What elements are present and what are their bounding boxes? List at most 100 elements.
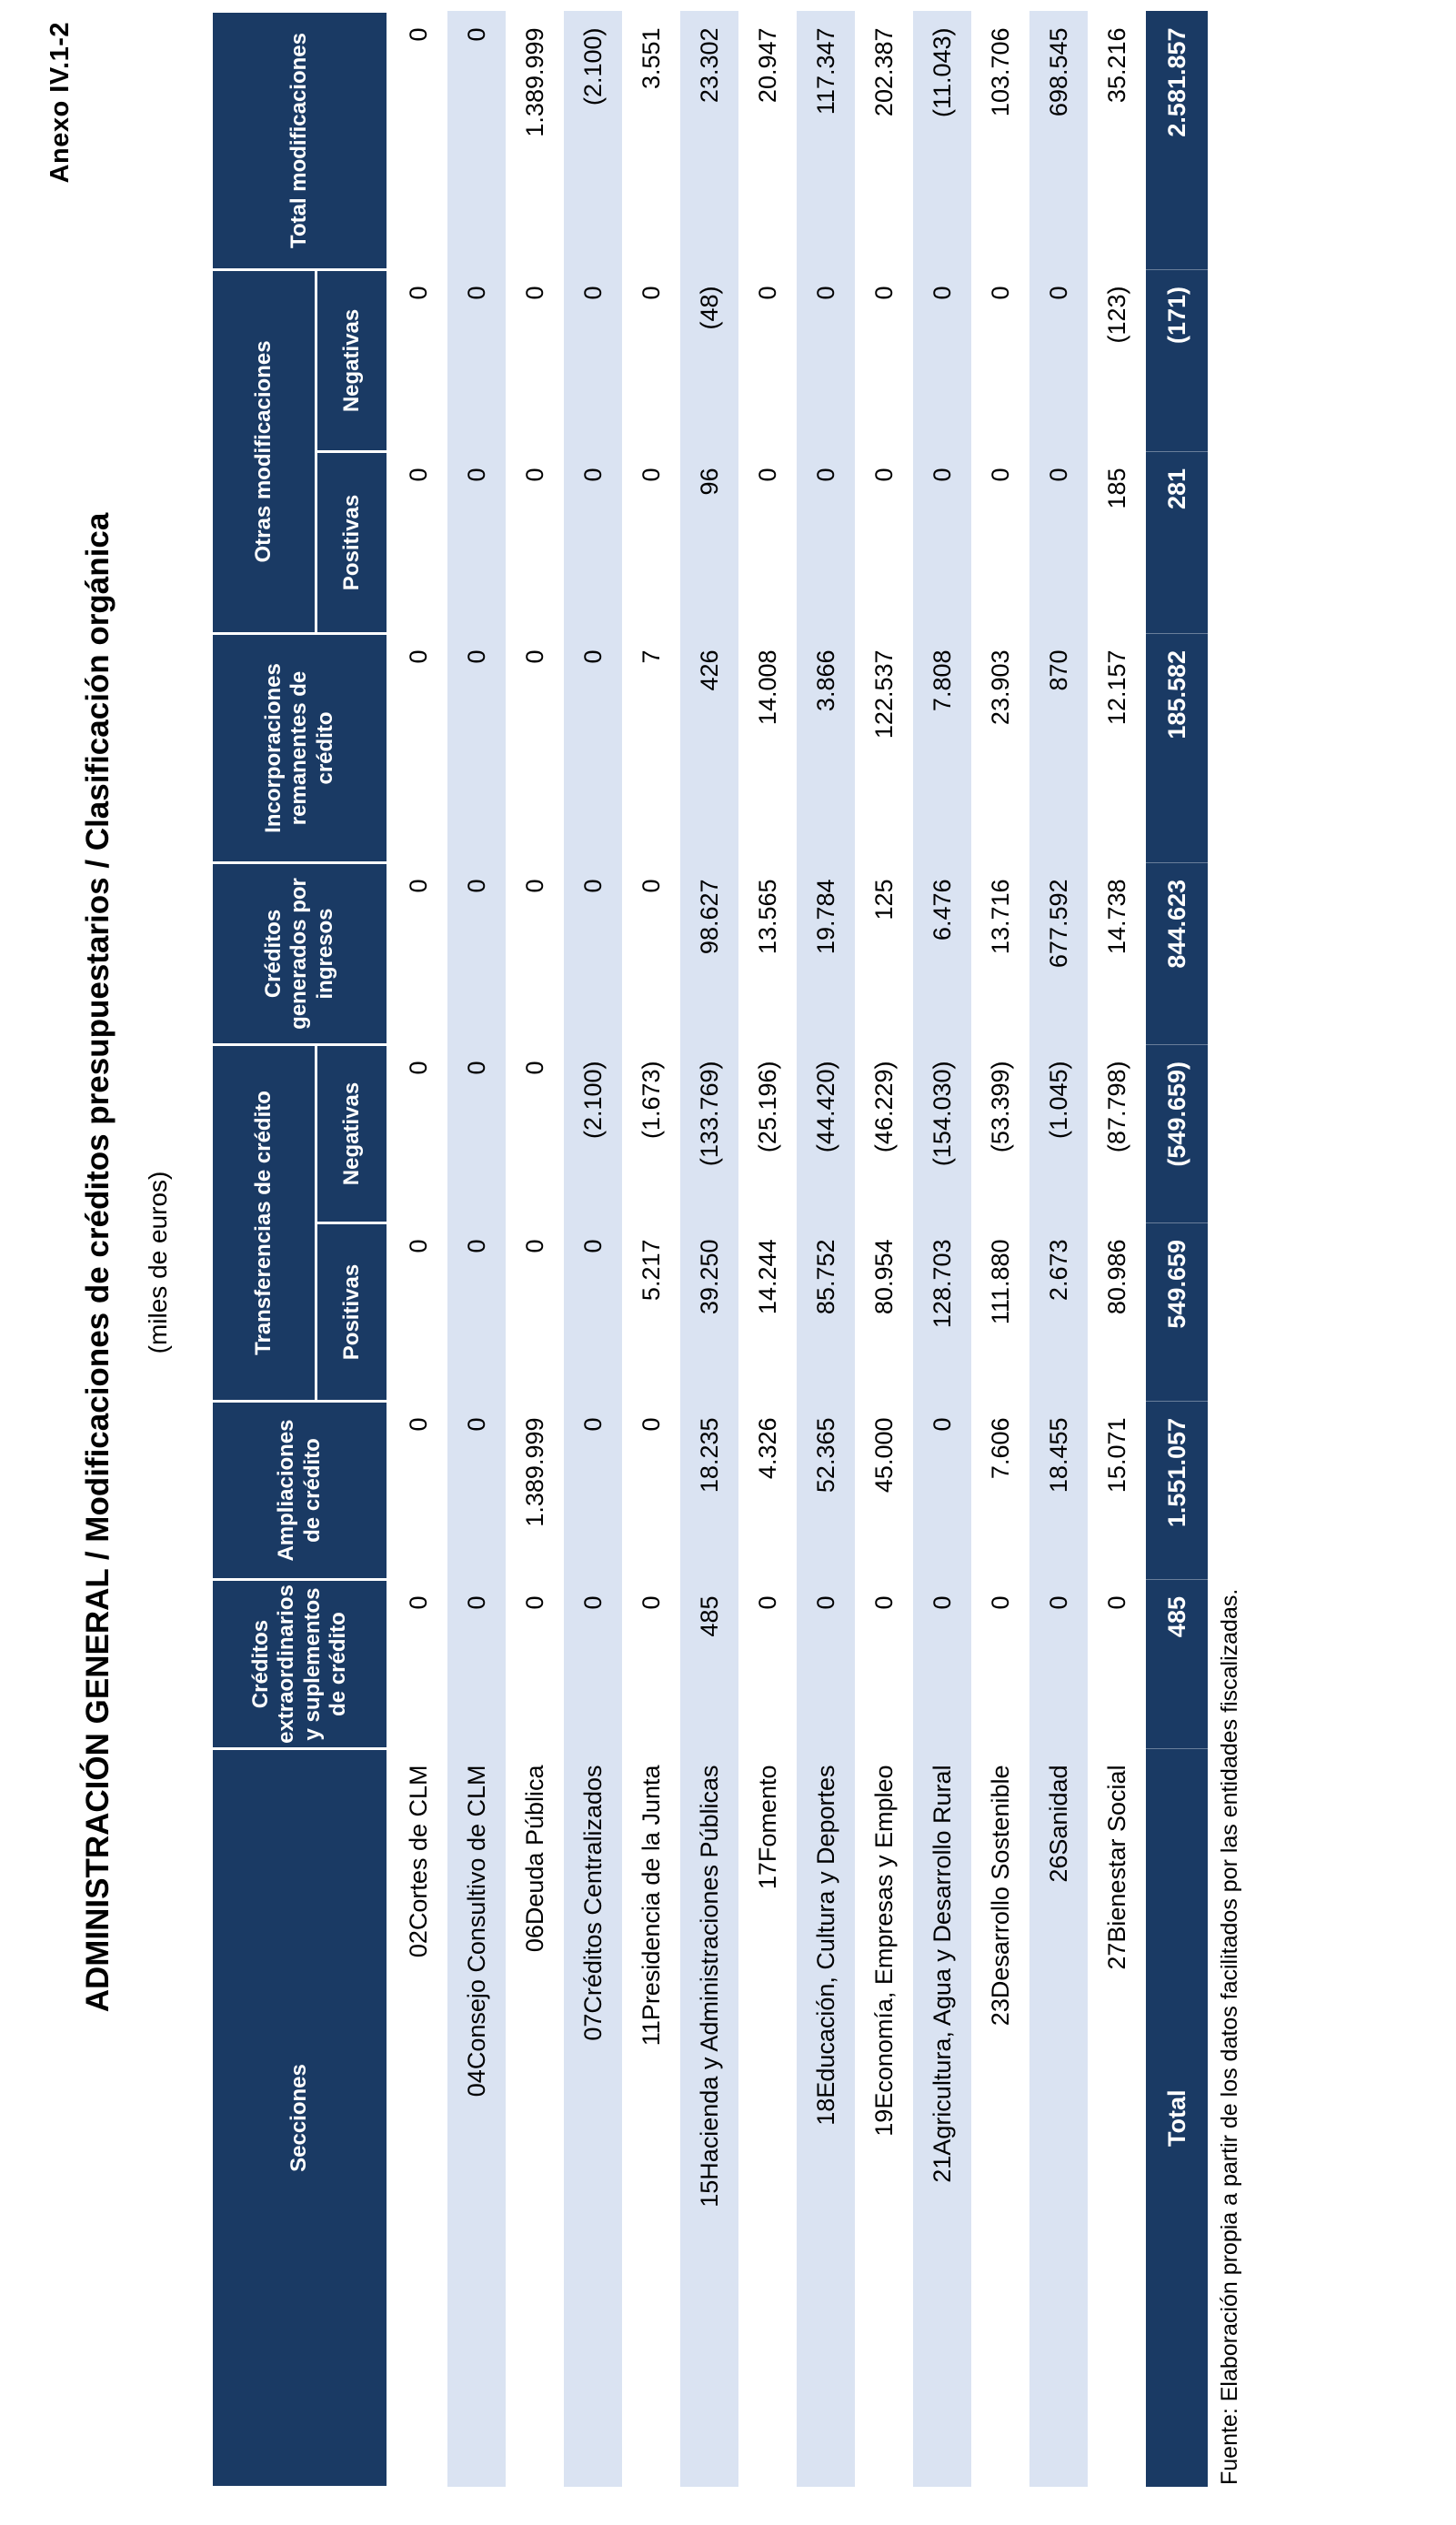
- total-ampliaciones: 1.551.057: [1146, 1401, 1208, 1580]
- total-otras-positivas: 281: [1146, 451, 1208, 634]
- value-incorporaciones: 7: [637, 649, 665, 664]
- header-transferencias-negativas: Negativas: [316, 1044, 388, 1223]
- value-otras-negativas: (123): [1102, 286, 1130, 344]
- value-total-modificaciones: 117.347: [797, 11, 855, 270]
- value-transferencias-positivas: 80.986: [1102, 1239, 1130, 1315]
- value-otras-negativas: 0: [564, 269, 622, 452]
- table-row: 11Presidencia de la Junta 0 0 5.217 (1.6…: [622, 11, 680, 2487]
- table-total-row: Total 485 1.551.057 549.659 (549.659) 84…: [1146, 11, 1208, 2488]
- table-row: 17Fomento 0 4.326 14.244 (25.196) 13.565…: [738, 11, 797, 2487]
- header-ampliaciones: Ampliaciones de crédito: [211, 1401, 388, 1580]
- value-transferencias-negativas: (1.673): [637, 1061, 665, 1140]
- value-creditos-generados: 14.738: [1102, 879, 1130, 955]
- section-cell: 02Cortes de CLM: [388, 1749, 448, 2488]
- section-cell: 21Agricultura, Agua y Desarrollo Rural: [913, 1748, 971, 2488]
- value-otras-positivas: 0: [1029, 451, 1088, 634]
- section-name: Desarrollo Sostenible: [986, 1765, 1014, 1999]
- section-name: Presidencia de la Junta: [637, 1765, 665, 2021]
- section-code: 27: [1102, 1942, 1130, 1970]
- value-incorporaciones: 426: [680, 633, 738, 863]
- table-row: 23Desarrollo Sostenible 0 7.606 111.880 …: [971, 11, 1029, 2487]
- header-creditos-generados: Créditos generados por ingresos: [211, 862, 388, 1045]
- section-code: 04: [462, 2069, 490, 2097]
- value-transferencias-positivas: 0: [404, 1239, 432, 1253]
- total-total-modificaciones: 2.581.857: [1146, 11, 1208, 270]
- value-otras-positivas: 0: [404, 468, 432, 482]
- value-total-modificaciones: 698.545: [1029, 11, 1088, 270]
- section-name: Economía, Empresas y Empleo: [869, 1765, 898, 2109]
- value-incorporaciones: 870: [1029, 633, 1088, 863]
- value-otras-negativas: 0: [986, 286, 1014, 300]
- value-transferencias-negativas: 0: [447, 1044, 506, 1223]
- section-code: 21: [928, 2155, 956, 2183]
- section-name: Bienestar Social: [1102, 1765, 1130, 1943]
- value-transferencias-positivas: 80.954: [869, 1239, 898, 1315]
- header-total-modificaciones: Total modificaciones: [211, 11, 388, 270]
- value-total-modificaciones: 35.216: [1102, 27, 1130, 104]
- value-transferencias-positivas: 5.217: [637, 1239, 665, 1302]
- value-transferencias-negativas: (44.420): [797, 1044, 855, 1223]
- value-transferencias-negativas: (133.769): [680, 1044, 738, 1223]
- value-incorporaciones: 12.157: [1102, 649, 1130, 726]
- value-otras-negativas: (48): [680, 269, 738, 452]
- value-otras-positivas: 96: [680, 451, 738, 634]
- value-incorporaciones: 23.903: [986, 649, 1014, 726]
- value-creditos-generados: 0: [564, 862, 622, 1045]
- value-transferencias-negativas: (46.229): [869, 1061, 898, 1153]
- value-creditos-generados: 677.592: [1029, 862, 1088, 1045]
- value-creditos-extraordinarios: 0: [913, 1579, 971, 1749]
- table-row: 27Bienestar Social 0 15.071 80.986 (87.7…: [1088, 11, 1146, 2487]
- section-name: Cortes de CLM: [404, 1765, 432, 1931]
- value-transferencias-negativas: (154.030): [913, 1044, 971, 1223]
- value-otras-positivas: 0: [986, 468, 1014, 482]
- section-cell: 23Desarrollo Sostenible: [971, 1749, 1029, 2488]
- value-creditos-generados: 19.784: [797, 862, 855, 1045]
- value-creditos-generados: 6.476: [913, 862, 971, 1045]
- value-creditos-extraordinarios: 485: [680, 1579, 738, 1749]
- value-ampliaciones: 52.365: [797, 1401, 855, 1580]
- value-ampliaciones: 15.071: [1102, 1417, 1130, 1494]
- value-transferencias-positivas: 85.752: [797, 1222, 855, 1402]
- value-creditos-extraordinarios: 0: [564, 1579, 622, 1749]
- section-name: Sanidad: [1044, 1765, 1072, 1856]
- section-name: Agricultura, Agua y Desarrollo Rural: [928, 1765, 956, 2156]
- header-otras-positivas: Positivas: [316, 451, 388, 634]
- section-code: 26: [1044, 1855, 1072, 1883]
- value-otras-negativas: 0: [637, 286, 665, 300]
- value-ampliaciones: 18.235: [680, 1401, 738, 1580]
- value-otras-positivas: 0: [753, 468, 781, 482]
- total-otras-negativas: (171): [1146, 269, 1208, 452]
- value-ampliaciones: 4.326: [753, 1417, 781, 1480]
- value-creditos-generados: 0: [637, 879, 665, 893]
- value-incorporaciones: 0: [404, 649, 432, 664]
- value-otras-positivas: 0: [797, 451, 855, 634]
- header-otras-modificaciones: Otras modificaciones: [211, 269, 316, 634]
- value-creditos-extraordinarios: 0: [753, 1595, 781, 1610]
- section-cell: 19Economía, Empresas y Empleo: [855, 1749, 913, 2488]
- section-cell: 27Bienestar Social: [1088, 1749, 1146, 2488]
- value-transferencias-positivas: 0: [447, 1222, 506, 1402]
- section-code: 19: [869, 2108, 898, 2137]
- value-otras-positivas: 185: [1102, 468, 1130, 509]
- value-transferencias-negativas: (2.100): [564, 1044, 622, 1223]
- value-creditos-extraordinarios: 0: [1029, 1579, 1088, 1749]
- value-total-modificaciones: 1.389.999: [520, 27, 548, 137]
- value-total-modificaciones: 0: [404, 27, 432, 42]
- table-row: 21Agricultura, Agua y Desarrollo Rural 0…: [913, 11, 971, 2488]
- value-creditos-extraordinarios: 0: [986, 1595, 1014, 1610]
- value-creditos-generados: 13.565: [753, 879, 781, 955]
- budget-modifications-table: Secciones Créditos extraordinarios y sup…: [210, 10, 1208, 2489]
- value-transferencias-positivas: 0: [564, 1222, 622, 1402]
- value-otras-negativas: 0: [913, 269, 971, 452]
- value-creditos-extraordinarios: 0: [520, 1595, 548, 1610]
- header-transferencias-positivas: Positivas: [316, 1222, 388, 1402]
- table-row: 26Sanidad 0 18.455 2.673 (1.045) 677.592…: [1029, 11, 1088, 2488]
- value-transferencias-negativas: (1.045): [1029, 1044, 1088, 1223]
- total-creditos-generados: 844.623: [1146, 862, 1208, 1045]
- section-code: 17: [753, 1862, 781, 1890]
- table-row: 04Consejo Consultivo de CLM 0 0 0 0 0 0 …: [447, 11, 506, 2488]
- value-ampliaciones: 0: [637, 1417, 665, 1432]
- value-transferencias-negativas: (53.399): [986, 1061, 1014, 1153]
- value-otras-positivas: 0: [637, 468, 665, 482]
